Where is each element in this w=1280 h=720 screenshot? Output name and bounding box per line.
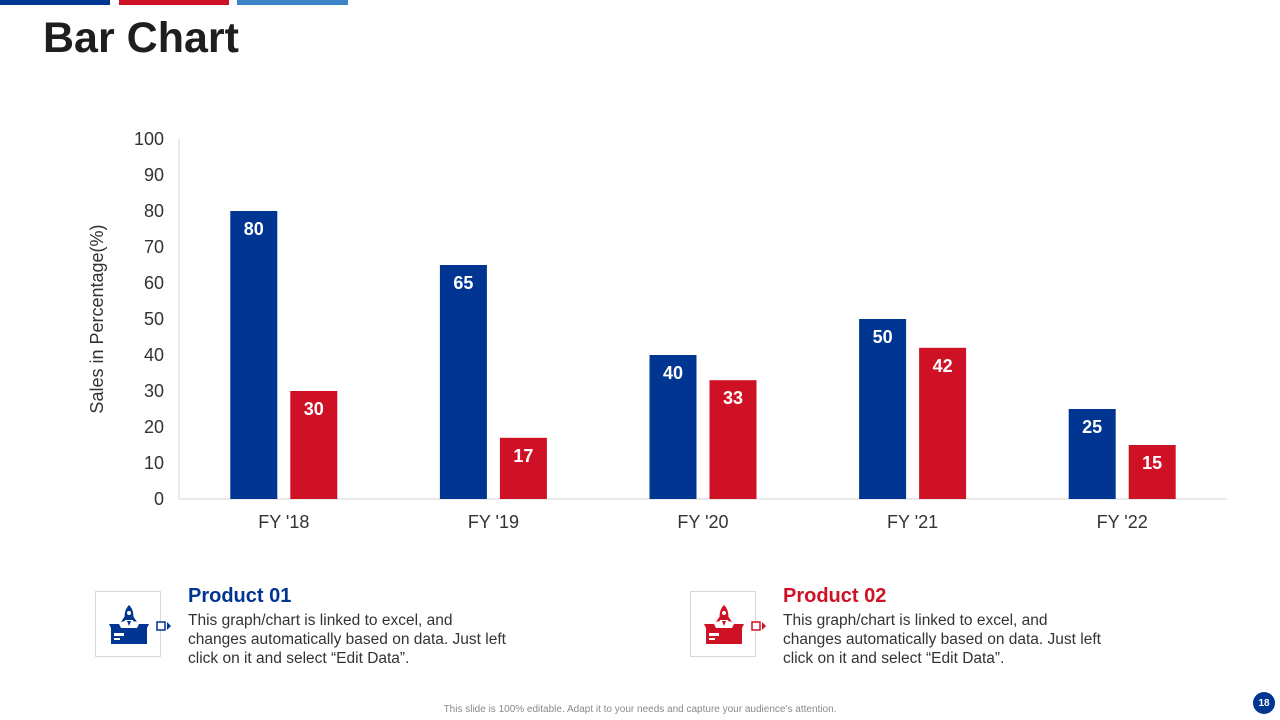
bar-value-label: 40 [663,363,683,383]
bar-product-02[interactable] [499,437,547,499]
bar-value-label: 25 [1082,417,1102,437]
arrow-right-icon [751,621,766,631]
x-tick-label: FY '21 [887,512,938,532]
bar-product-02[interactable] [290,391,338,499]
y-tick-label: 10 [144,453,164,473]
footer-note: This slide is 100% editable. Adapt it to… [443,704,837,715]
bar-value-label: 15 [1142,453,1162,473]
bar-value-label: 30 [304,399,324,419]
y-tick-label: 100 [134,129,164,149]
bar-product-02[interactable] [709,380,757,499]
y-tick-label: 20 [144,417,164,437]
top-accent-bar-3 [237,0,348,5]
x-tick-label: FY '19 [468,512,519,532]
bar-value-label: 50 [873,327,893,347]
y-tick-label: 50 [144,309,164,329]
product-01-title: Product 01 [188,585,292,607]
x-tick-label: FY '20 [677,512,728,532]
y-tick-label: 60 [144,273,164,293]
bar-value-label: 17 [513,446,533,466]
y-tick-label: 90 [144,165,164,185]
bar-value-label: 65 [453,273,473,293]
x-tick-label: FY '22 [1097,512,1148,532]
product-02-description: This graph/chart is linked to excel, and… [783,612,1101,667]
product-02-icon-box [690,591,756,657]
product-01-description: This graph/chart is linked to excel, and… [188,612,506,667]
rocket-box-icon [704,605,744,644]
slide-title: Bar Chart [43,14,239,62]
bar-product-01[interactable] [1068,409,1116,499]
y-tick-label: 70 [144,237,164,257]
page-number-badge: 18 [1253,692,1275,714]
bar-value-label: 42 [933,356,953,376]
bar-product-01[interactable] [859,319,907,499]
bar-value-label: 80 [244,219,264,239]
bar-product-02[interactable] [1128,445,1176,499]
bar-product-01[interactable] [230,211,278,499]
y-tick-label: 30 [144,381,164,401]
bar-product-01[interactable] [439,265,487,499]
bar-product-01[interactable] [649,355,697,499]
bar-chart[interactable]: 0 10 20 30 40 50 60 70 80 90 100 80 30 65 17 40 33 50 42 2… [0,0,1280,560]
top-accent-bar-2 [119,0,229,5]
y-tick-label: 0 [154,489,164,509]
bar-value-label: 33 [723,388,743,408]
y-tick-label: 80 [144,201,164,221]
x-tick-label: FY '18 [258,512,309,532]
y-tick-label: 40 [144,345,164,365]
arrow-right-icon [156,621,171,631]
rocket-box-icon [109,605,149,644]
product-02-title: Product 02 [783,585,887,607]
y-axis-title: Sales in Percentage(%) [87,224,107,413]
top-accent-bar-1 [0,0,110,5]
product-01-icon-box [95,591,161,657]
bar-product-02[interactable] [919,347,967,499]
